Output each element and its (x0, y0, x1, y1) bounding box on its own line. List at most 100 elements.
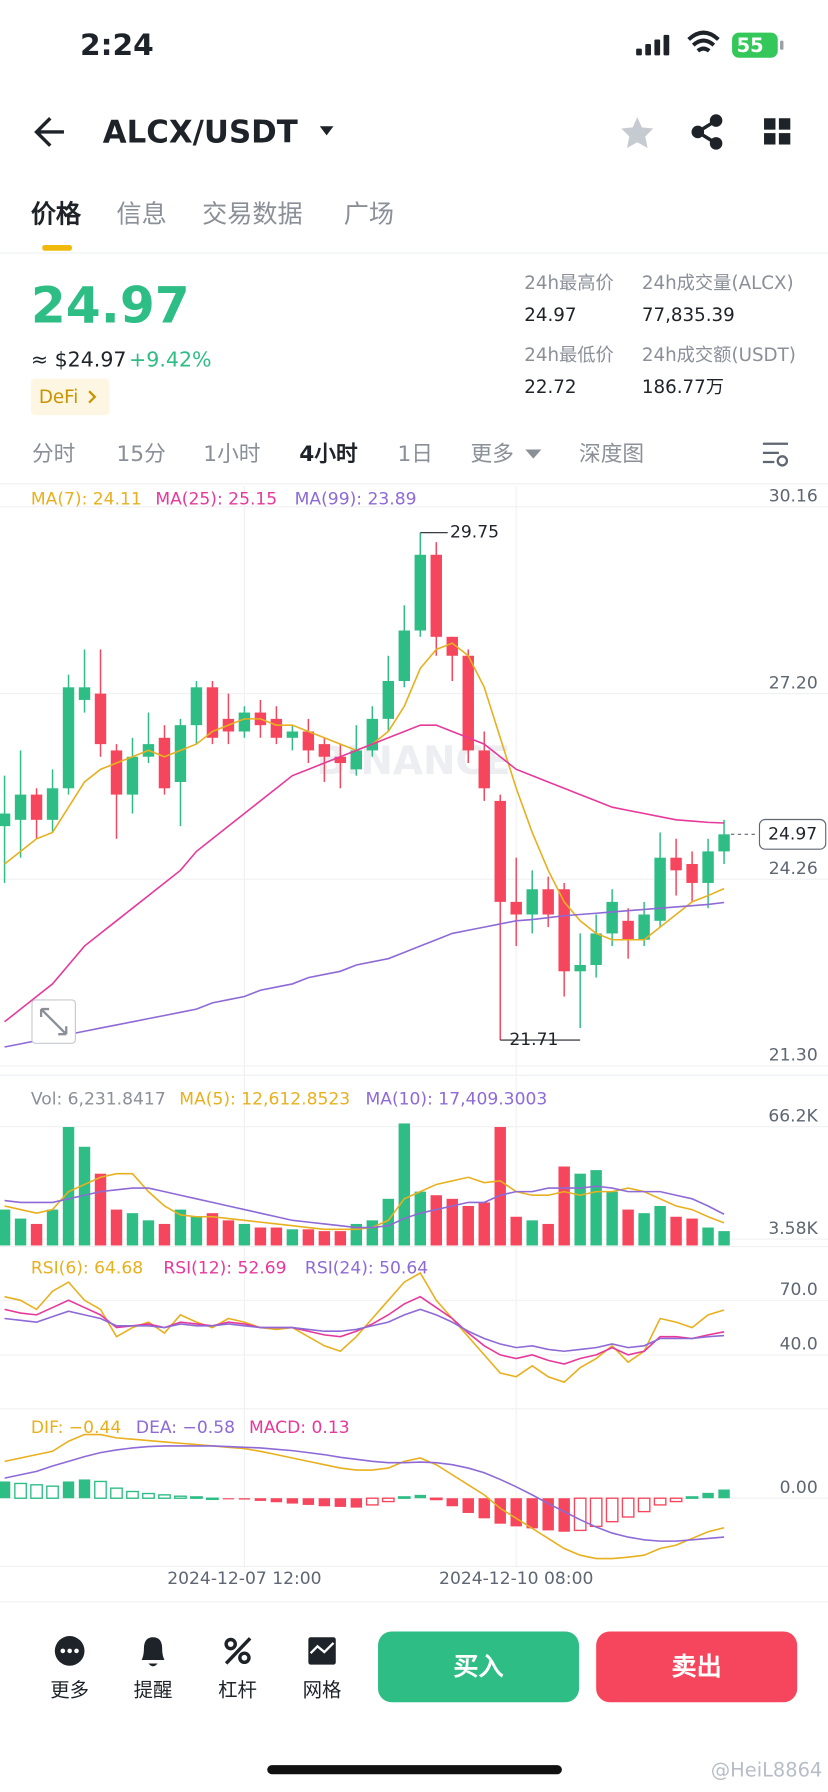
interval[interactable]: 15分 (116, 442, 165, 467)
legend-entry: RSI(12): 52.69 (163, 1258, 286, 1278)
candle-body (430, 554, 442, 637)
bar (238, 1223, 251, 1246)
clock: 2:24 (80, 28, 154, 63)
more-icon[interactable] (54, 1636, 85, 1666)
candle-body (46, 788, 59, 820)
bar (574, 1173, 586, 1246)
nav-label[interactable]: 杠杆 (218, 1678, 257, 1701)
bar (478, 1498, 490, 1519)
bar (222, 1498, 235, 1500)
bar (142, 1220, 155, 1246)
bar (605, 1497, 619, 1523)
favorite-button[interactable] (621, 117, 654, 148)
interval[interactable]: 1小时 (203, 442, 260, 467)
chart-area: 2024-12-07 12:00 2024-12-10 08:00 30.16 27.… (0, 485, 828, 1589)
bar (430, 1195, 442, 1246)
tab[interactable]: 交易数据 (202, 199, 302, 228)
pair-dropdown[interactable] (319, 126, 334, 136)
interval[interactable]: 1日 (397, 442, 432, 467)
candle-body (702, 851, 714, 883)
indicator-line (4, 901, 725, 1048)
bar (206, 1497, 219, 1501)
tab[interactable]: 信息 (116, 199, 166, 228)
chart-settings[interactable] (762, 442, 789, 467)
candle-body (206, 687, 219, 738)
candle-body (622, 920, 634, 940)
bar (542, 1223, 554, 1246)
candle-body (414, 554, 426, 631)
indicator-line (4, 724, 725, 1023)
candle-body (334, 756, 347, 764)
bar (365, 1497, 379, 1506)
signal-icon (636, 34, 670, 56)
last-price-label: 24.97 (768, 824, 817, 844)
candle-body (366, 718, 379, 751)
candle-body (590, 933, 602, 965)
tab[interactable]: 价格 (31, 199, 82, 228)
stat-value: 186.77万 (642, 377, 724, 398)
candle-body (382, 681, 395, 719)
bar (621, 1497, 635, 1518)
battery-level: 55 (737, 34, 764, 57)
bar (254, 1227, 267, 1246)
bar (478, 1202, 490, 1246)
bar (158, 1494, 171, 1499)
pair-title[interactable]: ALCX/USDT (103, 115, 298, 151)
nav-label[interactable]: 提醒 (134, 1678, 173, 1701)
bar (702, 1227, 714, 1246)
margin-icon[interactable] (224, 1637, 252, 1665)
tag-box[interactable] (30, 378, 110, 416)
bar (270, 1227, 283, 1246)
bar (126, 1213, 139, 1246)
nav-label[interactable]: 网格 (303, 1678, 342, 1701)
bar (558, 1166, 570, 1246)
share-button[interactable] (691, 114, 723, 150)
nav-label[interactable]: 更多 (50, 1678, 89, 1701)
bar (0, 1209, 11, 1246)
layout-button[interactable] (764, 118, 791, 145)
sell-button[interactable] (596, 1631, 798, 1703)
bar (637, 1497, 651, 1513)
candle-body (638, 914, 650, 940)
bar (14, 1482, 27, 1499)
bar (510, 1216, 522, 1246)
candle-body (606, 901, 618, 934)
bar (126, 1490, 139, 1499)
bar (558, 1498, 570, 1532)
bar (62, 1481, 75, 1499)
y-tick-label: 21.30 (769, 1046, 818, 1066)
legend-entry: MA(10): 17,409.3003 (365, 1089, 547, 1109)
candle-body (510, 901, 522, 915)
legend-entry: MACD: 0.13 (249, 1418, 350, 1438)
legend-entry: RSI(6): 64.68 (31, 1258, 143, 1278)
tab[interactable]: 广场 (344, 199, 394, 228)
bar (62, 1127, 75, 1246)
bar (222, 1220, 235, 1246)
bar (414, 1191, 426, 1246)
bar (494, 1127, 506, 1246)
buy-button[interactable] (378, 1631, 580, 1703)
bar (334, 1498, 347, 1507)
buy-label[interactable]: 买入 (453, 1652, 503, 1681)
bar (302, 1498, 315, 1505)
legend-entry: RSI(24): 50.64 (305, 1258, 428, 1278)
price-change: +9.42% (129, 347, 212, 371)
tag[interactable]: DeFi (39, 387, 79, 408)
tag-chevron (88, 390, 97, 404)
bar (318, 1231, 331, 1246)
candle-body (286, 731, 299, 738)
bar (0, 1481, 11, 1499)
interval[interactable]: 深度图 (579, 442, 644, 467)
bar (669, 1497, 683, 1503)
bar (206, 1213, 219, 1246)
interval[interactable]: 4小时 (299, 442, 358, 467)
alert-icon[interactable] (141, 1637, 165, 1667)
interval[interactable]: 更多 (471, 442, 514, 467)
grid-icon[interactable] (308, 1637, 336, 1665)
bar (510, 1498, 522, 1527)
sell-label[interactable]: 卖出 (672, 1652, 722, 1681)
back-button[interactable] (34, 117, 64, 147)
interval[interactable]: 分时 (32, 442, 75, 467)
